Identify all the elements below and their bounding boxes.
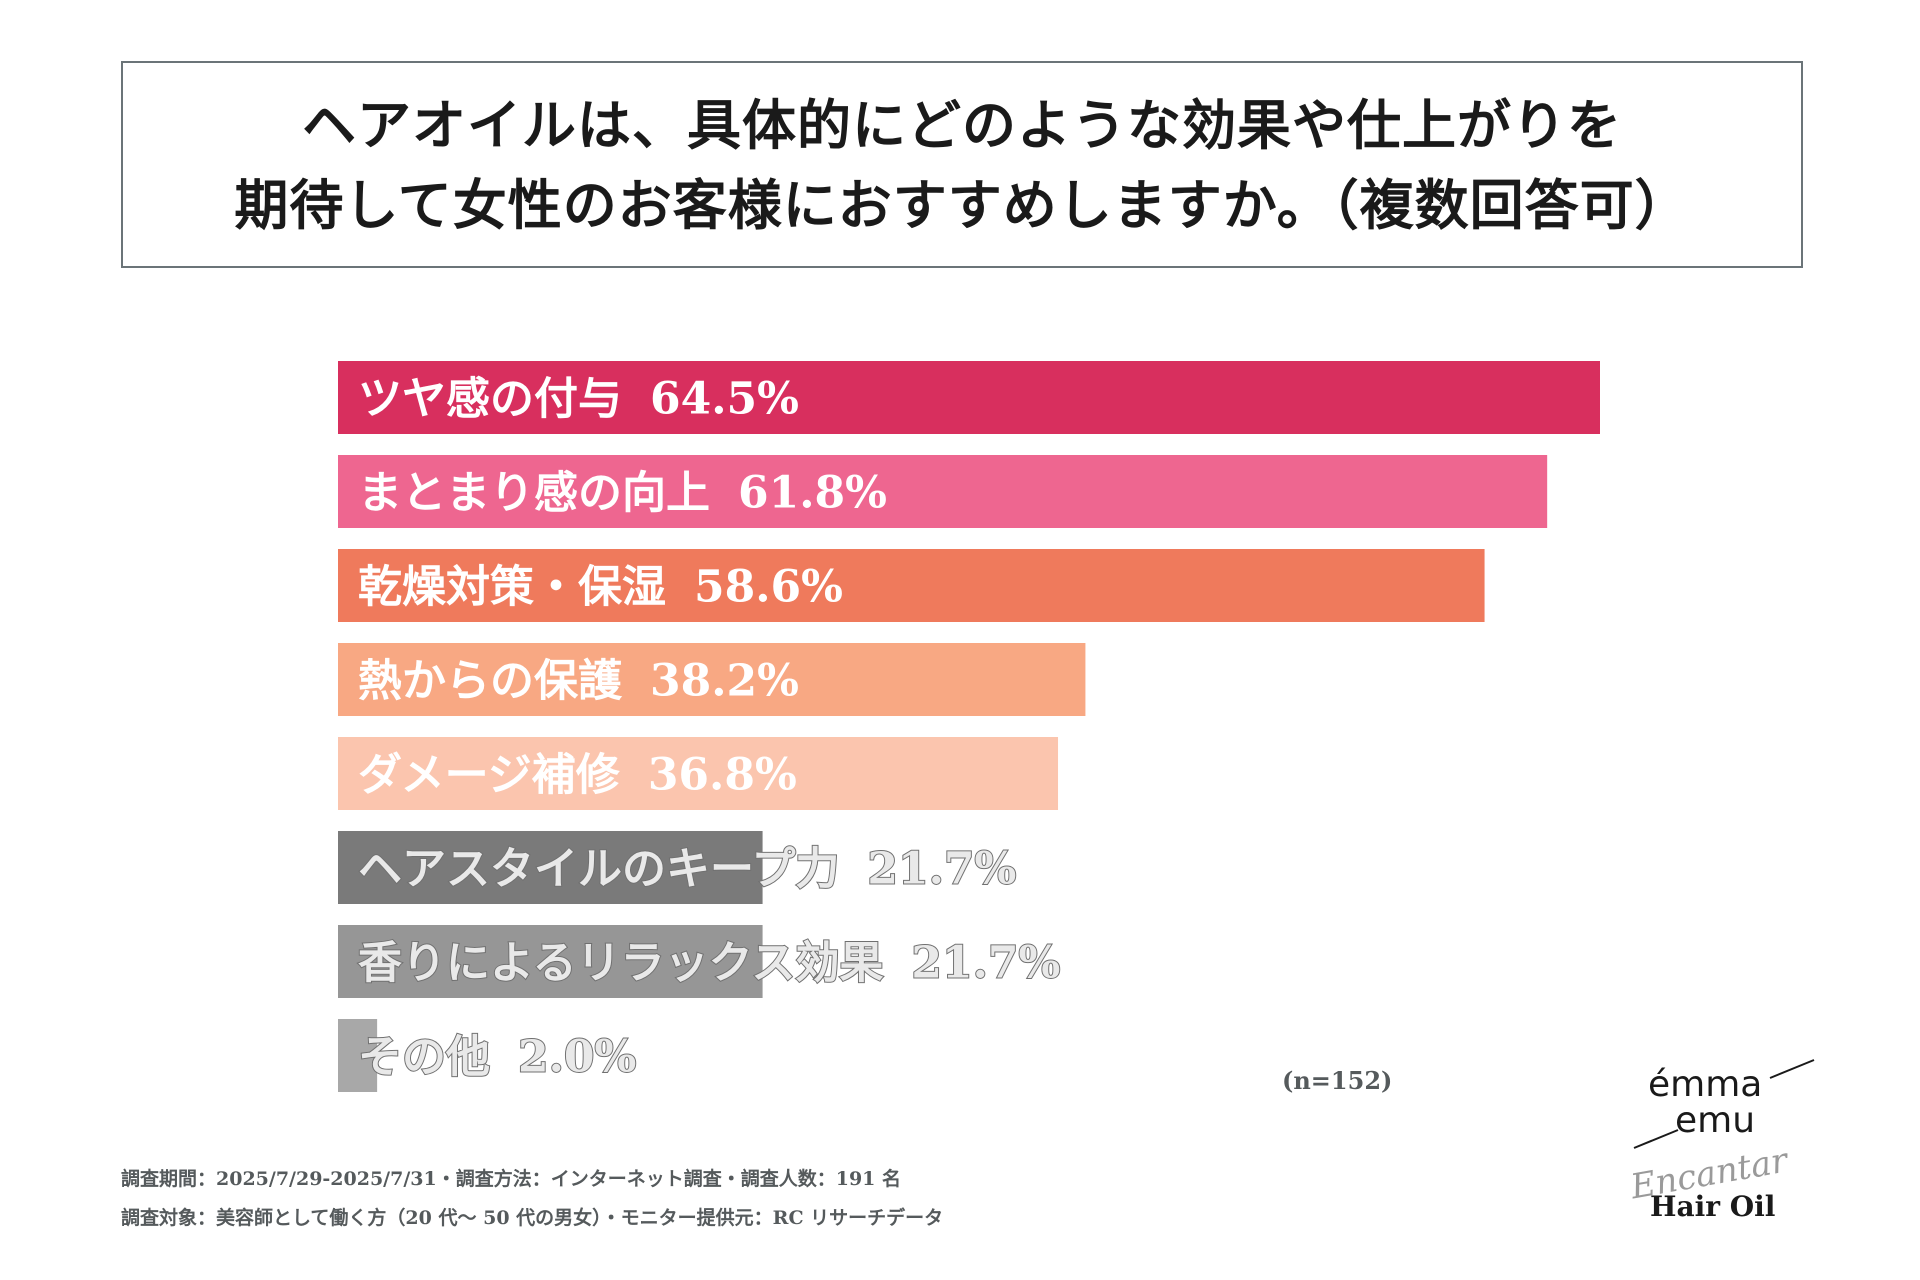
category-label-5: ダメージ補修 <box>358 750 621 801</box>
footnote-survey-target: 調査対象：美容師として働く方（20 代～ 50 代の男女）・モニター提供元：RC… <box>121 1207 944 1229</box>
title-line-1: ヘアオイルは、具体的にどのような効果や仕上がりを <box>302 92 1622 157</box>
logo-lines <box>1633 1059 1815 1149</box>
bar-6 <box>338 831 763 904</box>
category-label-7: 香りによるリラックス効果 <box>358 938 883 989</box>
category-label-3: 乾燥対策・保湿 <box>358 562 666 613</box>
value-label-7: 21.7% <box>911 938 1060 989</box>
bar-label-8: その他 2.0% <box>358 1032 636 1083</box>
value-label-8: 2.0% <box>518 1032 636 1083</box>
bar-5 <box>338 737 1059 810</box>
category-label-1: ツヤ感の付与 <box>358 374 622 425</box>
category-label-2: まとまり感の向上 <box>358 468 710 519</box>
title-line-2: 期待して女性のお客様におすすめしますか。（複数回答可） <box>234 172 1690 237</box>
logo-brand-line-1: émma <box>1648 1064 1763 1105</box>
bar-label-7: 香りによるリラックス効果 21.7% <box>358 938 1060 989</box>
bar-label-6: ヘアスタイルのキープ力 21.7% <box>358 844 1016 895</box>
bar-label-4: 熱からの保護 38.2% <box>358 656 799 707</box>
value-label-1: 64.5% <box>650 374 799 425</box>
value-label-2: 61.8% <box>738 468 887 519</box>
value-label-5: 36.8% <box>648 750 797 801</box>
bar-7 <box>338 925 763 998</box>
bar-label-2: まとまり感の向上 61.8% <box>358 468 887 519</box>
bar-1 <box>338 361 1600 434</box>
bar-3 <box>338 549 1485 622</box>
value-label-6: 21.7% <box>867 844 1016 895</box>
bar-4 <box>338 643 1086 716</box>
bar-label-3: 乾燥対策・保湿 58.6% <box>358 562 843 613</box>
sample-size-note: (n=152) <box>1282 1066 1393 1095</box>
bar-label-5: ダメージ補修 36.8% <box>358 750 797 801</box>
brand-logo: émma emu Encantar Hair Oil <box>1628 1050 1830 1230</box>
value-label-3: 58.6% <box>694 562 843 613</box>
bar-2 <box>338 455 1548 528</box>
bar-label-1: ツヤ感の付与 64.5% <box>358 374 799 425</box>
bar-8 <box>338 1019 378 1092</box>
title-box: ヘアオイルは、具体的にどのような効果や仕上がりを 期待して女性のお客様におすすめ… <box>121 61 1803 268</box>
category-label-8: その他 <box>358 1032 490 1083</box>
category-label-6: ヘアスタイルのキープ力 <box>358 844 839 895</box>
logo-brand-line-2: emu <box>1675 1100 1756 1141</box>
category-label-4: 熱からの保護 <box>358 656 623 707</box>
footnote-survey-info: 調査期間：2025/7/29-2025/7/31・調査方法：インターネット調査・… <box>121 1168 902 1190</box>
logo-product: Hair Oil <box>1650 1190 1776 1223</box>
value-label-4: 38.2% <box>650 656 799 707</box>
